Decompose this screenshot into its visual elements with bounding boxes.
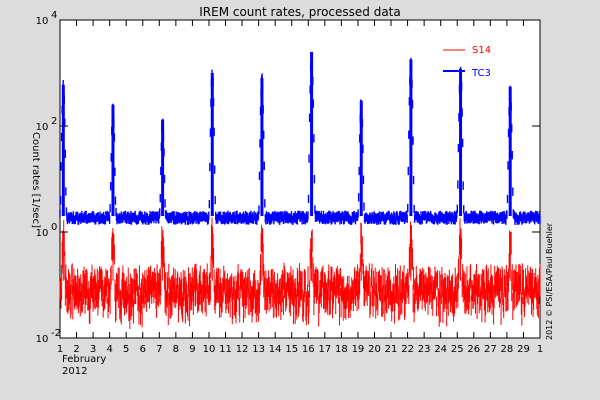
x-tick-label: 12	[236, 344, 249, 355]
x-tick-label: 23	[418, 344, 431, 355]
x-tick-label: 22	[401, 344, 414, 355]
legend-s14-label: S14	[472, 45, 491, 56]
x-tick-label: 29	[517, 344, 530, 355]
x-tick-label: 18	[335, 344, 348, 355]
x-tick-label: 4	[106, 344, 112, 355]
x-tick-label: 3	[90, 344, 96, 355]
chart-title: IREM count rates, processed data	[199, 5, 401, 19]
y-tick-exponent: 2	[51, 116, 57, 127]
y-tick-label: 10	[36, 122, 49, 133]
legend-tc3-label: TC3	[471, 68, 491, 79]
x-tick-label: 14	[269, 344, 282, 355]
x-tick-label: 8	[173, 344, 179, 355]
y-tick-label: 10	[36, 16, 49, 27]
y-tick-label: 10	[36, 228, 49, 239]
series-layer	[59, 51, 541, 330]
ticks-layer: 1 2 3 4 5 6 7 8 9 10 11 12 13 14 15 16 17 18 19 20 21 22 23 24 2…	[36, 10, 544, 355]
x-tick-label: 20	[368, 344, 381, 355]
legend-tc3-swatch	[443, 70, 465, 72]
x-tick-label: 26	[467, 344, 480, 355]
x-axis-year: 2012	[62, 366, 87, 377]
x-tick-label: 28	[501, 344, 514, 355]
x-tick-label: 10	[203, 344, 216, 355]
x-tick-label: 19	[352, 344, 365, 355]
credit-text: 2012 © PSI/ESA/Paul Buehler	[545, 222, 554, 340]
x-tick-label: 2	[73, 344, 79, 355]
x-tick-label: 16	[302, 344, 315, 355]
x-tick-label: 21	[385, 344, 398, 355]
x-tick-label: 9	[189, 344, 195, 355]
x-tick-label: 27	[484, 344, 497, 355]
y-tick-exponent: 0	[51, 222, 57, 233]
y-tick-exponent: -2	[51, 328, 61, 339]
x-tick-label: 11	[219, 344, 232, 355]
x-tick-label: 7	[156, 344, 162, 355]
series-s14	[59, 217, 541, 330]
x-tick-label: 17	[318, 344, 331, 355]
x-tick-label: 6	[140, 344, 146, 355]
x-tick-label: 5	[123, 344, 129, 355]
y-axis-label: Count rates [1/sec]	[30, 132, 41, 228]
x-tick-label: 1	[537, 344, 543, 355]
x-tick-label: 25	[451, 344, 464, 355]
x-tick-label: 1	[57, 344, 63, 355]
x-tick-label: 15	[285, 344, 298, 355]
y-tick-exponent: 4	[51, 10, 57, 21]
y-tick-label: 10	[36, 334, 49, 345]
x-tick-label: 24	[434, 344, 447, 355]
x-tick-label: 13	[252, 344, 265, 355]
x-axis-month: February	[62, 354, 106, 365]
series-tc3	[59, 51, 541, 225]
legend: S14 TC3	[443, 45, 491, 79]
